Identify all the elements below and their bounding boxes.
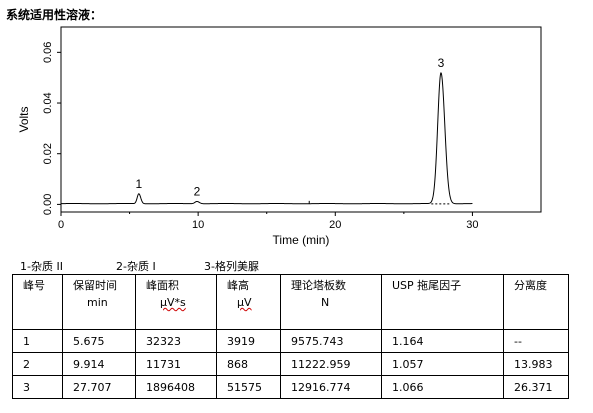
cell-retention-time: 27.707 <box>62 375 136 399</box>
header-peak-no: 峰号 <box>12 274 63 330</box>
x-tick-label: 20 <box>329 219 341 231</box>
peak-label: 1 <box>135 177 142 191</box>
peak-labels: 1 2 3 <box>135 56 444 198</box>
chart-axes <box>60 26 542 213</box>
cell-peak-height: 868 <box>216 352 281 376</box>
cell-peak-no: 3 <box>12 375 63 399</box>
table-header-row: 峰号 保留时间 min 峰面积 μV*s 峰高 μV 理论塔板数 N USP 拖尾因子 … <box>12 274 569 330</box>
x-tick-label: 30 <box>466 219 478 231</box>
header-peak-height: 峰高 μV <box>216 274 281 330</box>
header-peak-area: 峰面积 μV*s <box>135 274 217 330</box>
cell-plate-count: 12916.774 <box>280 375 382 399</box>
y-tick-label: 0.02 <box>42 143 54 164</box>
chart-ticks: 0 10 20 30 0.00 0.02 0.04 0.06 <box>42 42 479 231</box>
y-tick-label: 0.06 <box>42 42 54 63</box>
cell-peak-area: 32323 <box>135 329 217 353</box>
cell-resolution: 13.983 <box>503 352 569 376</box>
cell-plate-count: 9575.743 <box>280 329 382 353</box>
chromatogram-trace <box>60 72 473 205</box>
page-heading: 系统适用性溶液： <box>6 8 103 22</box>
cell-peak-no: 2 <box>12 352 63 376</box>
table-row: 1 5.675 32323 3919 9575.743 1.164 -- <box>12 329 569 353</box>
peak-label: 2 <box>194 184 201 198</box>
cell-peak-height: 3919 <box>216 329 281 353</box>
header-resolution: 分离度 <box>503 274 569 330</box>
peak-label: 3 <box>438 56 445 70</box>
cell-peak-no: 1 <box>12 329 63 353</box>
cell-retention-time: 5.675 <box>62 329 136 353</box>
plot-frame <box>60 26 542 213</box>
cell-tailing-factor: 1.066 <box>381 375 504 399</box>
cell-tailing-factor: 1.057 <box>381 352 504 376</box>
legend-item: 3-格列美脲 <box>204 260 259 273</box>
cell-retention-time: 9.914 <box>62 352 136 376</box>
y-tick-label: 0.00 <box>42 194 54 215</box>
cell-resolution: -- <box>503 329 569 353</box>
x-tick-label: 10 <box>192 219 204 231</box>
cell-peak-area: 11731 <box>135 352 217 376</box>
header-retention-time: 保留时间 min <box>62 274 136 330</box>
chromatogram-chart: 0 10 20 30 0.00 0.02 0.04 0.06 1 2 3 Time (min) V… <box>17 26 542 247</box>
table-row: 2 9.914 11731 868 11222.959 1.057 13.983 <box>12 352 569 376</box>
cell-plate-count: 11222.959 <box>280 352 382 376</box>
y-axis-label: Volts <box>17 106 31 132</box>
header-plate-count: 理论塔板数 N <box>280 274 382 330</box>
x-tick-label: 0 <box>58 219 64 231</box>
system-suitability-table: 峰号 保留时间 min 峰面积 μV*s 峰高 μV 理论塔板数 N USP 拖尾因子 … <box>12 274 569 399</box>
legend-item: 2-杂质 I <box>116 260 156 273</box>
y-tick-label: 0.04 <box>42 92 54 113</box>
cell-peak-height: 51575 <box>216 375 281 399</box>
x-axis-label: Time (min) <box>273 233 330 247</box>
header-tailing-factor: USP 拖尾因子 <box>381 274 504 330</box>
legend-item: 1-杂质 II <box>20 260 63 273</box>
cell-resolution: 26.371 <box>503 375 569 399</box>
cell-tailing-factor: 1.164 <box>381 329 504 353</box>
table-row: 3 27.707 1896408 51575 12916.774 1.066 26.371 <box>12 375 569 399</box>
cell-peak-area: 1896408 <box>135 375 217 399</box>
